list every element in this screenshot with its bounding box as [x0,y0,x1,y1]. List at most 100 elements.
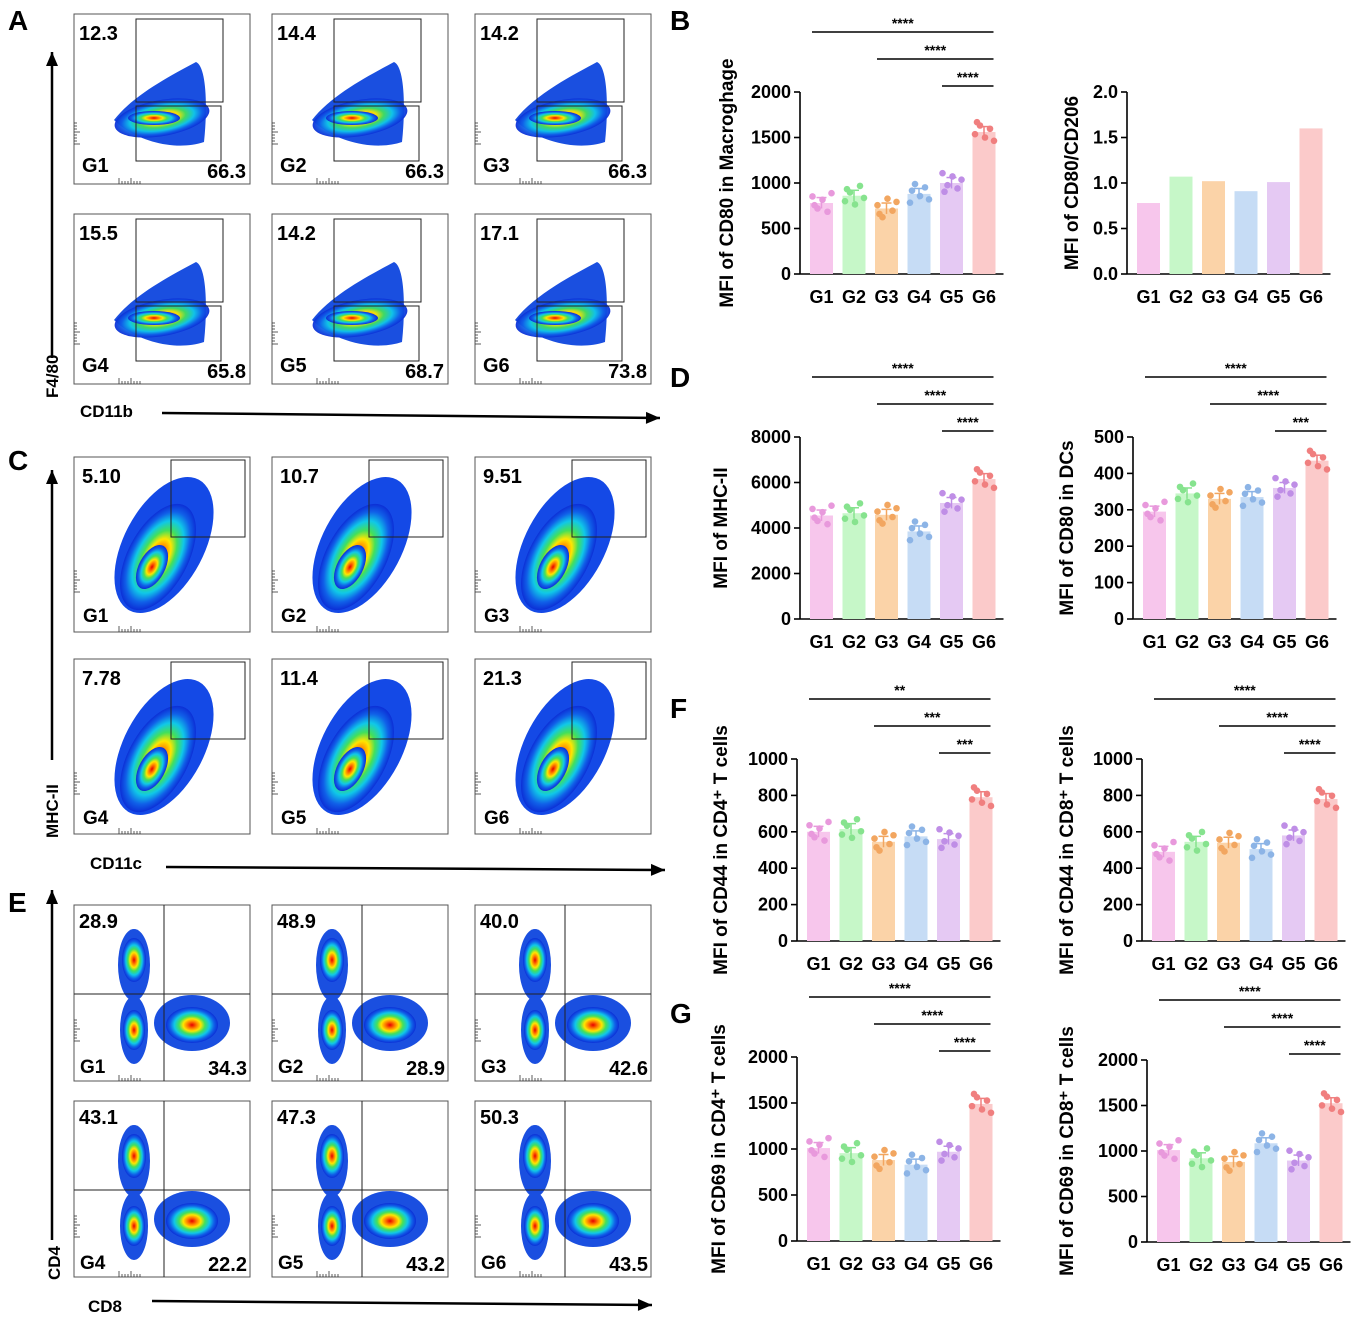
x-tick-label: G3 [1201,287,1225,307]
data-point [958,496,965,503]
data-point [1236,1160,1243,1168]
data-point [921,521,929,529]
data-point [808,1146,815,1154]
data-point [941,1150,948,1158]
data-point [873,843,880,851]
data-point [884,195,891,202]
bar-G5 [937,1151,960,1241]
bar-G1 [1152,851,1175,941]
density-blob [364,1007,416,1043]
y-tick-label: 1500 [1098,1096,1138,1116]
significance-label: **** [1257,387,1279,403]
y-tick-label: 0 [778,1231,788,1251]
lower-gate-value: 73.8 [608,361,647,383]
y-axis-label: MFI of CD69 in CD4⁺ T cells [709,1024,730,1274]
data-point [1156,1140,1163,1147]
bar-G2 [842,195,866,274]
data-point [913,1163,921,1171]
data-point [1183,843,1191,851]
upper-gate-value: 15.5 [79,223,118,245]
data-point [841,197,849,205]
density-blob [326,311,378,325]
data-point [1216,836,1223,843]
data-point [1274,493,1281,500]
data-point [1231,841,1238,849]
y-axis-label: MFI of CD80/CD206 [1062,96,1083,270]
data-point [1254,487,1262,494]
y-tick-label: 1000 [748,1139,788,1159]
data-point [905,829,913,837]
bar-G4 [904,1164,928,1241]
data-point [1287,490,1294,497]
data-point [1193,847,1201,854]
significance-label: *** [924,709,941,725]
x-tick-label: G2 [839,954,863,974]
data-point [856,182,864,190]
mhcii-axis-arrow-head [46,470,58,484]
x-tick-label: G2 [1189,1255,1213,1275]
gate-value: 11.4 [280,668,319,690]
data-point [1203,1145,1211,1152]
plot-e-G3: 40.0 42.6 G3 [474,904,652,1082]
density-blob [536,746,570,792]
group-label: G6 [484,808,509,829]
data-point [1174,495,1182,503]
data-point [1190,1148,1198,1156]
flow-cytometry-panels: 12.3 66.3 G1 14.4 66.3 G2 14.2 66.3 G3 15.5 65.8 G4… [43,13,666,1316]
y-tick-label: 4000 [751,518,791,538]
x-tick-label: G6 [1299,287,1323,307]
data-point [941,508,948,516]
data-point [970,784,978,791]
y-tick-label: 0 [1128,1232,1138,1252]
data-point [944,501,951,509]
bar-G5 [1287,1160,1310,1242]
group-label: G4 [83,808,109,829]
significance-label: **** [892,360,914,376]
panel-letter-C: C [8,445,28,476]
data-point [1151,841,1158,849]
data-point [874,508,881,515]
data-point [1291,1159,1298,1167]
plot-c-G2: 10.7 G2 [271,456,449,633]
significance-label: **** [957,69,979,85]
data-point [1221,1155,1228,1162]
data-point [941,188,948,196]
x-tick-label: G2 [842,632,866,652]
bar-G6 [972,479,996,619]
y-tick-label: 6000 [751,473,791,493]
plot-frame [73,904,251,1082]
data-point [941,837,948,845]
data-point [824,208,831,216]
data-point [1144,510,1151,518]
bar-G3 [1202,181,1225,274]
data-point [1314,462,1322,470]
data-point [893,198,900,206]
upper-gate-value: 17.1 [480,223,519,245]
f480-axis-arrow-head [46,52,58,66]
data-point [1253,1148,1261,1156]
data-point [825,1134,832,1142]
data-point [958,176,965,184]
data-point [838,1155,846,1162]
plot-e-G4: 43.1 22.2 G4 [73,1100,251,1278]
upper-gate [135,18,224,103]
density-blob [529,311,581,325]
data-point [1323,801,1331,808]
data-point [968,796,976,803]
group-label: G4 [82,355,110,377]
lr-quadrant-value: 28.9 [406,1058,445,1080]
cd11c-axis-arrow-line [165,865,666,872]
y-tick-label: 800 [758,785,788,805]
data-point [1272,1145,1280,1153]
panel-letter-F: F [670,693,687,724]
lower-gate-value: 68.7 [405,361,444,383]
ul-quadrant-value: 47.3 [277,1107,316,1129]
data-point [1166,1143,1173,1151]
data-point [905,1158,913,1165]
data-point [906,199,914,206]
cd11b-axis-arrow-line [161,411,661,420]
y-tick-label: 2000 [1098,1050,1138,1070]
y-axis-label-mhcii: MHC-II [43,784,62,838]
plot-c-G3: 9.51 G3 [474,456,652,633]
data-point [936,1138,943,1146]
